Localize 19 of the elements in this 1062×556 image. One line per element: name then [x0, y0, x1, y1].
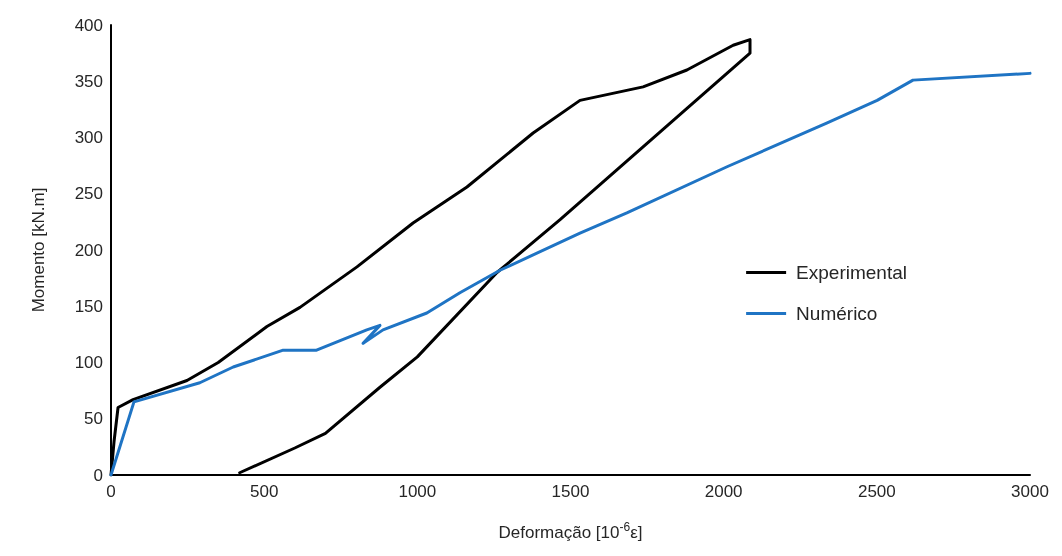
y-tick-label: 300 [74, 128, 103, 147]
legend-label: Experimental [796, 262, 908, 283]
x-tick-label: 0 [106, 482, 116, 501]
x-tick-label: 1000 [398, 482, 437, 501]
y-tick-label: 400 [74, 15, 103, 35]
x-tick-label: 2500 [857, 482, 896, 501]
x-tick-label: 3000 [1011, 482, 1049, 501]
x-tick-label: 2000 [704, 482, 743, 501]
y-tick-label: 200 [74, 240, 103, 260]
y-tick-label: 250 [74, 184, 103, 204]
x-tick-label: 500 [249, 482, 279, 501]
x-tick-label: 1500 [551, 482, 590, 501]
y-tick-label: 0 [93, 465, 103, 485]
legend-label: Numérico [796, 303, 878, 324]
y-tick-label: 50 [84, 409, 103, 429]
y-axis-title: Momento [kN.m] [29, 187, 48, 313]
y-tick-label: 100 [74, 353, 103, 372]
y-tick-label: 150 [74, 296, 103, 316]
y-tick-label: 350 [74, 71, 103, 91]
